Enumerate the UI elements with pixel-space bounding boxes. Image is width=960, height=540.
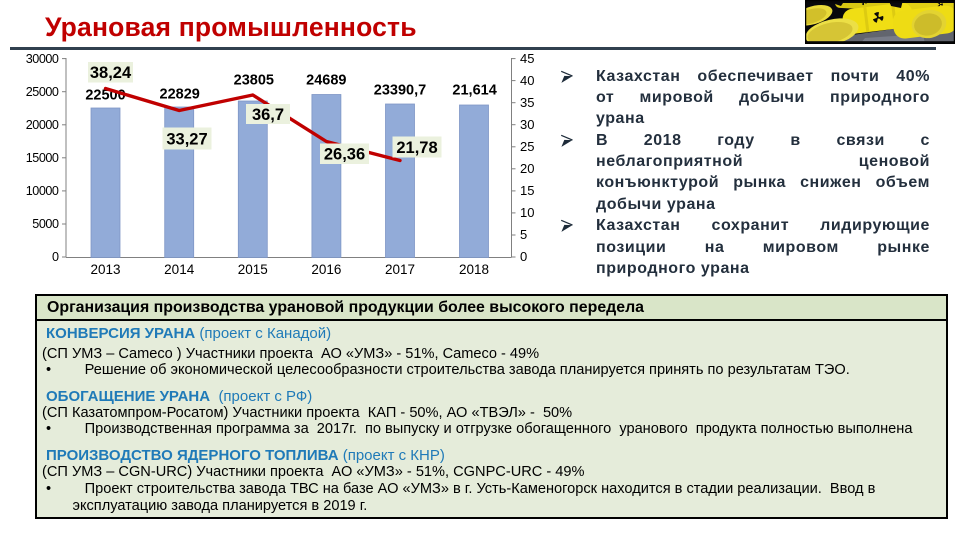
svg-text:20: 20: [520, 161, 534, 176]
svg-text:10000: 10000: [26, 184, 59, 198]
svg-text:20000: 20000: [26, 118, 59, 132]
svg-text:15000: 15000: [26, 151, 59, 165]
svg-text:2014: 2014: [164, 262, 195, 277]
svg-text:15: 15: [520, 183, 534, 198]
svg-text:38,24: 38,24: [90, 64, 132, 82]
svg-text:23390,7: 23390,7: [374, 83, 426, 99]
svg-text:33,27: 33,27: [166, 131, 207, 149]
svg-text:36,7: 36,7: [252, 106, 284, 124]
svg-text:23805: 23805: [234, 73, 274, 89]
svg-text:22829: 22829: [160, 87, 200, 103]
svg-text:2017: 2017: [385, 262, 415, 277]
svg-text:25000: 25000: [26, 85, 59, 99]
svg-text:2015: 2015: [238, 262, 268, 277]
svg-text:0: 0: [520, 249, 527, 264]
svg-text:35: 35: [520, 95, 534, 110]
svg-text:21,614: 21,614: [452, 83, 496, 99]
svg-text:21,78: 21,78: [396, 139, 437, 157]
svg-text:25: 25: [520, 139, 534, 154]
svg-text:2016: 2016: [311, 262, 341, 277]
svg-text:5000: 5000: [32, 217, 59, 231]
svg-text:30: 30: [520, 117, 534, 132]
svg-text:45: 45: [520, 51, 534, 66]
svg-text:10: 10: [520, 205, 534, 220]
svg-text:24689: 24689: [306, 73, 346, 89]
svg-text:40: 40: [520, 73, 534, 88]
svg-text:0: 0: [52, 250, 59, 264]
svg-text:2018: 2018: [459, 262, 489, 277]
svg-text:2013: 2013: [90, 262, 120, 277]
svg-text:30000: 30000: [26, 52, 59, 66]
svg-text:5: 5: [520, 227, 527, 242]
svg-text:26,36: 26,36: [324, 146, 365, 164]
